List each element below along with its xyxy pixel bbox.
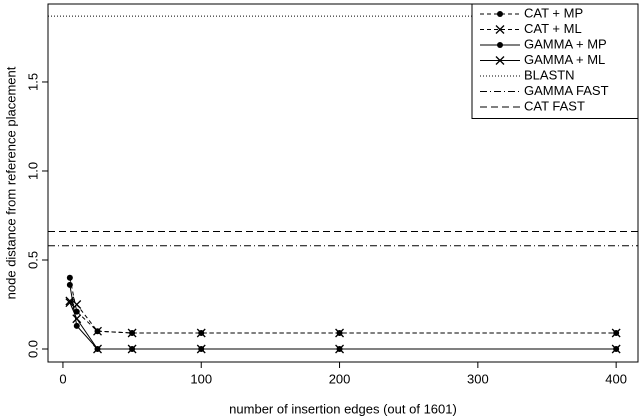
y-tick-label: 1.0 (25, 162, 40, 180)
legend-label: GAMMA + MP (524, 36, 607, 51)
legend-label: GAMMA + ML (524, 52, 605, 67)
plot-frame (47, 3, 639, 363)
legend-label: GAMMA FAST (524, 83, 609, 98)
point (73, 308, 80, 315)
point (65, 298, 75, 308)
x-tick-label: 200 (329, 371, 351, 386)
y-tick-label: 1.5 (25, 73, 40, 91)
point (611, 328, 621, 338)
point (93, 344, 102, 354)
point (196, 328, 206, 338)
legend-marker (495, 56, 505, 65)
y-tick-label: 0.0 (25, 340, 40, 358)
x-tick-label: 0 (59, 371, 66, 386)
x-tick-label: 400 (605, 371, 627, 386)
x-tick-label: 100 (190, 371, 212, 386)
legend-label: CAT FAST (524, 98, 585, 113)
x-tick-label: 300 (467, 371, 489, 386)
point (93, 326, 102, 336)
point (611, 344, 621, 354)
series-line (69, 300, 617, 334)
point (335, 344, 345, 354)
legend-marker (497, 11, 503, 17)
series-line (69, 302, 617, 350)
legend-marker (497, 42, 503, 48)
legend-label: CAT + ML (524, 21, 582, 36)
y-axis-label: node distance from reference placement (3, 66, 18, 299)
point (127, 328, 137, 338)
legend-label: BLASTN (524, 67, 575, 82)
legend-label: CAT + MP (524, 5, 583, 20)
point (66, 274, 73, 281)
legend-marker (495, 25, 505, 34)
series-line (69, 284, 617, 350)
y-tick-label: 0.5 (25, 251, 40, 269)
x-axis-label: number of insertion edges (out of 1601) (229, 401, 457, 416)
point (72, 314, 82, 324)
point (127, 344, 137, 354)
point (73, 322, 80, 329)
series-line (69, 277, 617, 334)
point (335, 328, 345, 338)
point (196, 344, 206, 354)
point (66, 281, 73, 288)
